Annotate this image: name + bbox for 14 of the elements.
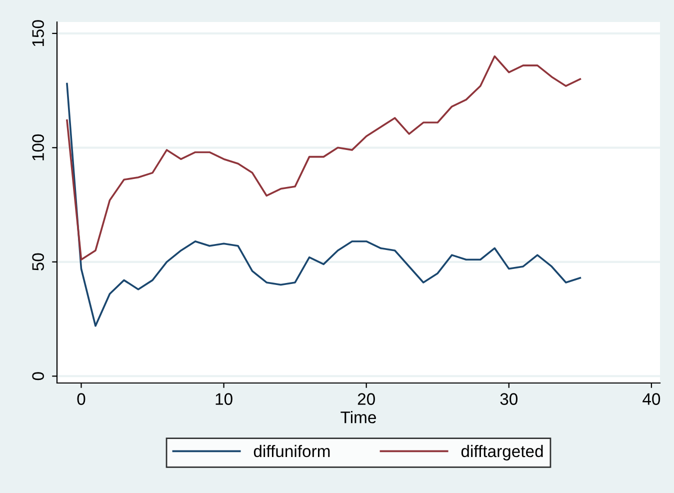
y-tick-label: 50: [32, 253, 44, 271]
x-tick-label: 0: [77, 393, 86, 405]
y-tick-label: 0: [32, 372, 44, 380]
x-tick-label: 40: [642, 393, 660, 405]
y-tick-label: 100: [32, 134, 44, 160]
x-tick-label: 30: [500, 393, 518, 405]
line-series: [66, 55, 582, 261]
x-tick-label: 20: [358, 393, 375, 405]
legend-label: difftargeted: [461, 444, 543, 460]
line-series: [66, 82, 582, 327]
x-tick-label: 10: [216, 393, 232, 405]
y-tick-label: 150: [32, 20, 44, 46]
x-axis-title: Time: [340, 411, 376, 424]
legend-label: diffuniform: [254, 444, 330, 458]
